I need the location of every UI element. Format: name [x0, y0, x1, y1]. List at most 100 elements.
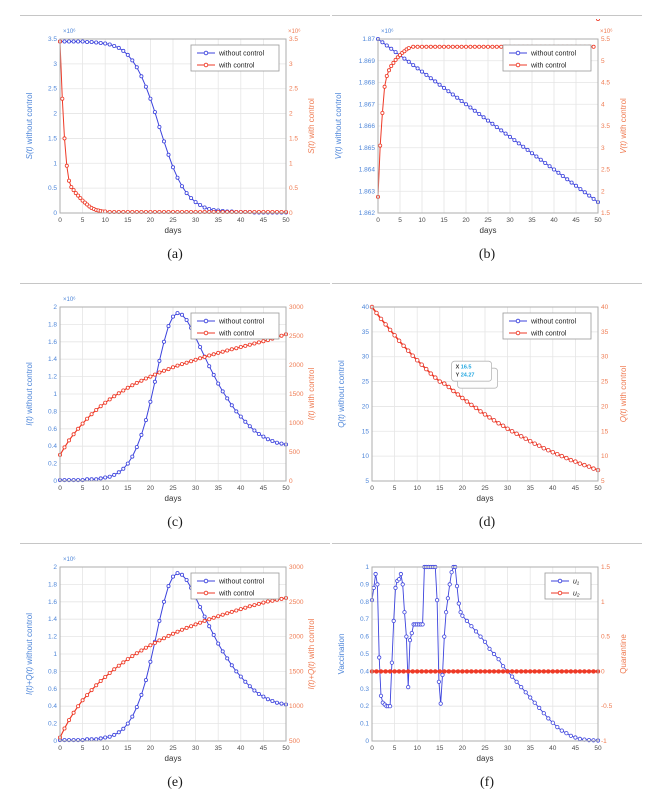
svg-text:20: 20 — [147, 745, 155, 752]
svg-text:0.6: 0.6 — [48, 426, 57, 433]
svg-text:15: 15 — [436, 485, 444, 492]
svg-text:1.5: 1.5 — [601, 564, 610, 571]
svg-text:0.4: 0.4 — [48, 443, 57, 450]
svg-text:10: 10 — [414, 485, 422, 492]
svg-text:35: 35 — [527, 485, 535, 492]
plot-box — [371, 566, 599, 742]
svg-text:0: 0 — [376, 217, 380, 224]
svg-text:I(t) with control: I(t) with control — [307, 368, 316, 421]
svg-text:20: 20 — [459, 745, 467, 752]
svg-text:I(t)+Q(t) with control: I(t)+Q(t) with control — [307, 618, 316, 689]
caption-c: (c) — [167, 515, 183, 530]
svg-text:45: 45 — [572, 217, 580, 224]
svg-text:1500: 1500 — [289, 668, 304, 675]
panel-top-rule — [332, 15, 642, 16]
svg-text:0: 0 — [370, 485, 374, 492]
svg-text:10: 10 — [102, 745, 110, 752]
chart-f: 0 5 10 15 20 25 30 35 40 45 5000.10.20.30.40.50.60… — [337, 564, 628, 763]
svg-text:1.864: 1.864 — [359, 167, 376, 174]
datatip: X 16.5 Y 24.27 — [451, 360, 498, 389]
svg-text:1.2: 1.2 — [48, 634, 57, 641]
svg-text:20: 20 — [459, 485, 467, 492]
axis-ticks: 0 5 10 15 20 25 30 35 40 45 5000.10.20.30.40.50.60… — [360, 564, 613, 752]
svg-text:35: 35 — [215, 745, 223, 752]
svg-text:500: 500 — [289, 738, 300, 745]
svg-text:20: 20 — [601, 403, 609, 410]
svg-text:2: 2 — [53, 304, 57, 311]
svg-text:1000: 1000 — [289, 420, 304, 427]
svg-text:2: 2 — [53, 564, 57, 571]
gridlines — [60, 307, 286, 481]
svg-text:1.5: 1.5 — [289, 135, 298, 142]
svg-text:50: 50 — [594, 745, 602, 752]
svg-text:35: 35 — [601, 329, 609, 336]
svg-text:1.6: 1.6 — [48, 339, 57, 346]
plot-box — [371, 306, 599, 482]
svg-text:0.2: 0.2 — [360, 703, 369, 710]
axis-ticks: 0 5 10 15 20 25 30 35 40 45 5000.20.40.60.811.21.4… — [48, 556, 304, 752]
svg-text:0.1: 0.1 — [360, 721, 369, 728]
svg-text:1.87: 1.87 — [362, 36, 375, 43]
panel-top-rule — [20, 543, 330, 544]
svg-text:1: 1 — [601, 599, 605, 606]
svg-text:4.5: 4.5 — [601, 80, 610, 87]
plot-box — [59, 38, 287, 214]
svg-text:25: 25 — [481, 745, 489, 752]
svg-text:1.4: 1.4 — [48, 616, 57, 623]
chart-c: 0 5 10 15 20 25 30 35 40 45 5000.20.40.60.811.21.4… — [25, 296, 316, 503]
svg-text:5: 5 — [393, 745, 397, 752]
svg-text:40: 40 — [550, 217, 558, 224]
panel-top-rule — [332, 543, 642, 544]
svg-text:1.5: 1.5 — [601, 210, 610, 217]
svg-text:15: 15 — [436, 745, 444, 752]
caption-d: (d) — [478, 515, 496, 530]
svg-text:0.8: 0.8 — [48, 408, 57, 415]
svg-text:without control: without control — [218, 51, 265, 58]
svg-text:5.5: 5.5 — [601, 36, 610, 43]
svg-text:0.8: 0.8 — [360, 599, 369, 606]
svg-text:×10⁶: ×10⁶ — [63, 28, 76, 35]
legend: u₁ u₂ — [544, 572, 592, 600]
svg-text:days: days — [477, 494, 494, 503]
svg-text:1: 1 — [289, 160, 293, 167]
svg-text:×10⁶: ×10⁶ — [288, 28, 301, 35]
plot-box — [377, 38, 599, 214]
svg-text:2.5: 2.5 — [289, 86, 298, 93]
svg-text:15: 15 — [124, 217, 132, 224]
panel-top-rule — [20, 283, 330, 284]
svg-text:-0.5: -0.5 — [601, 703, 613, 710]
svg-text:3: 3 — [601, 145, 605, 152]
svg-text:5: 5 — [365, 478, 369, 485]
svg-text:-1: -1 — [601, 738, 607, 745]
svg-text:0: 0 — [289, 478, 293, 485]
legend: without control with control — [190, 44, 280, 72]
axis-labels: days Vaccination Quarantine — [337, 634, 628, 763]
svg-text:1.863: 1.863 — [359, 188, 376, 195]
svg-text:0.8: 0.8 — [48, 668, 57, 675]
panel-top-rule — [332, 283, 642, 284]
svg-text:30: 30 — [192, 745, 200, 752]
svg-text:40: 40 — [549, 485, 557, 492]
svg-text:0.5: 0.5 — [48, 185, 57, 192]
svg-text:S(t) without control: S(t) without control — [25, 92, 34, 159]
svg-text:15: 15 — [601, 428, 609, 435]
svg-text:15: 15 — [124, 485, 132, 492]
svg-text:40: 40 — [362, 304, 370, 311]
svg-text:45: 45 — [260, 745, 268, 752]
svg-text:days: days — [165, 226, 182, 235]
svg-text:3000: 3000 — [289, 304, 304, 311]
svg-text:3: 3 — [289, 61, 293, 68]
svg-text:50: 50 — [594, 485, 602, 492]
svg-text:days: days — [165, 754, 182, 763]
svg-text:0.6: 0.6 — [360, 634, 369, 641]
axis-ticks: 0 5 10 15 20 25 30 35 40 45 5000.511.522.533.500.5… — [48, 28, 301, 224]
svg-text:10: 10 — [601, 453, 609, 460]
svg-text:1.867: 1.867 — [359, 101, 376, 108]
svg-text:5: 5 — [81, 217, 85, 224]
svg-text:30: 30 — [506, 217, 514, 224]
axis-ticks: 0 5 10 15 20 25 30 35 40 45 5051015202530354051015… — [362, 304, 609, 492]
panel-top-rule — [20, 15, 330, 16]
svg-text:45: 45 — [572, 485, 580, 492]
svg-text:with control: with control — [530, 63, 567, 70]
series — [58, 571, 288, 743]
